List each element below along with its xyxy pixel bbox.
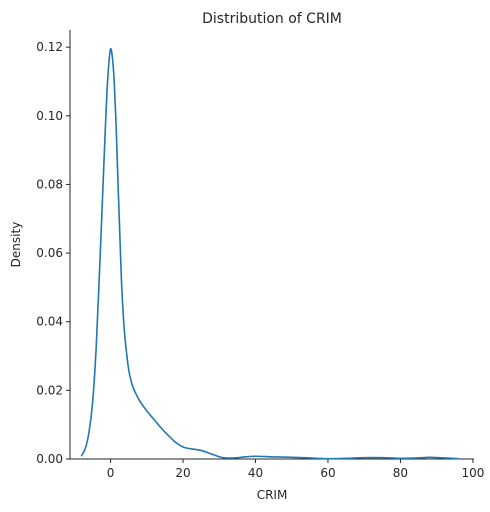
x-axis-ticks: 0 20 40 60 80 100 bbox=[107, 459, 484, 480]
y-tick-label: 0.12 bbox=[36, 40, 63, 54]
y-tick-label: 0.08 bbox=[36, 177, 63, 191]
y-tick-label: 0.02 bbox=[36, 383, 63, 397]
x-tick-label: 20 bbox=[175, 466, 190, 480]
y-tick-label: 0.04 bbox=[36, 315, 63, 329]
chart-title: Distribution of CRIM bbox=[202, 11, 342, 27]
x-tick-label: 0 bbox=[107, 466, 115, 480]
y-tick-label: 0.10 bbox=[36, 109, 63, 123]
x-tick-label: 80 bbox=[393, 466, 408, 480]
x-axis-label: CRIM bbox=[257, 488, 288, 502]
x-tick-label: 60 bbox=[320, 466, 335, 480]
y-axis-ticks: 0.00 0.02 0.04 0.06 0.08 0.10 0.12 bbox=[36, 40, 70, 466]
x-tick-label: 100 bbox=[461, 466, 484, 480]
y-axis-label: Density bbox=[9, 222, 23, 268]
x-tick-label: 40 bbox=[248, 466, 263, 480]
y-tick-label: 0.00 bbox=[36, 452, 63, 466]
y-tick-label: 0.06 bbox=[36, 246, 63, 260]
density-curve bbox=[80, 47, 460, 460]
